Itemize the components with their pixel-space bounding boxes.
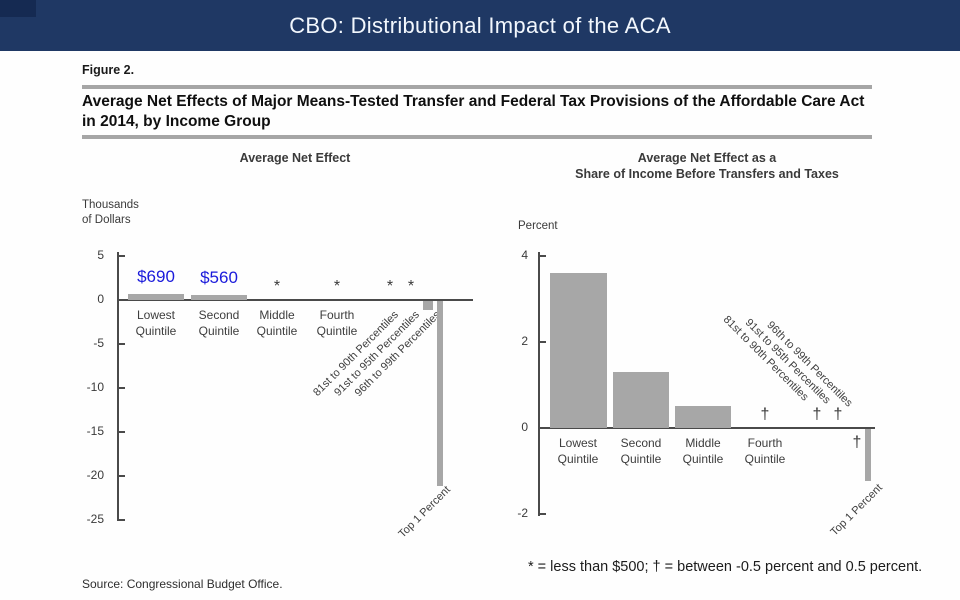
divider-bottom: [82, 135, 872, 139]
bar-middle-quintile: [675, 406, 731, 428]
y-tick-mark: [119, 343, 125, 345]
y-tick-mark: [119, 387, 125, 389]
category-label-middle-quintile: Middle Quintile: [256, 308, 298, 338]
y-tick-mark: [540, 255, 546, 257]
marker-dagger-fourth-quintile: †: [760, 406, 770, 423]
y-tick-mark: [119, 431, 125, 433]
y-tick-label: 5: [97, 248, 104, 262]
category-label-91st-to-95th-percentiles: 91st to 95th Percentiles: [742, 316, 833, 407]
bar-annotation-second-quintile: $560: [200, 268, 238, 287]
chart-title: Average Net Effect as a Share of Income …: [575, 151, 839, 181]
category-label-top-1-percent: Top 1 Percent: [828, 481, 885, 539]
y-tick-label: -5: [93, 336, 104, 350]
y-tick-label: -15: [86, 424, 104, 438]
bar-annotation-lowest-quintile: $690: [137, 267, 175, 286]
zero-line: [539, 427, 875, 429]
corner-accent: [0, 0, 36, 17]
zero-line: [118, 299, 473, 301]
category-label-lowest-quintile: Lowest Quintile: [135, 308, 177, 338]
category-label-middle-quintile: Middle Quintile: [682, 436, 724, 466]
y-tick-mark: [119, 475, 125, 477]
bar-top-1-percent: [437, 301, 443, 486]
category-label-second-quintile: Second Quintile: [620, 436, 662, 466]
marker-dagger-81st-to-90th-percentiles: †: [812, 406, 822, 423]
y-axis-label: Percent: [518, 220, 558, 232]
y-axis-line: [538, 252, 540, 516]
footnote: * = less than $500; † = between -0.5 per…: [528, 559, 923, 575]
y-tick-mark: [540, 513, 546, 515]
y-tick-label: 0: [97, 292, 104, 306]
marker-asterisk-fourth-quintile: *: [333, 278, 341, 295]
category-label-lowest-quintile: Lowest Quintile: [557, 436, 599, 466]
bar-96th-to-99th-percentiles: [423, 301, 433, 310]
y-tick-label: -20: [86, 468, 104, 482]
y-tick-label: -10: [86, 380, 104, 394]
bar-lowest-quintile: [550, 273, 607, 428]
y-tick-label: 2: [521, 334, 528, 348]
figure-title-line2: in 2014, by Income Group: [82, 113, 271, 130]
marker-asterisk-middle-quintile: *: [273, 278, 281, 295]
marker-dagger-96th-to-99th-percentiles: †: [852, 434, 862, 451]
category-label-second-quintile: Second Quintile: [198, 308, 240, 338]
y-tick-label: -2: [517, 506, 528, 520]
header-bar: CBO: Distributional Impact of the ACA: [0, 0, 960, 51]
bar-lowest-quintile: [128, 294, 184, 300]
figure-title-line1: Average Net Effects of Major Means-Teste…: [82, 93, 865, 110]
marker-asterisk-91st-to-95th-percentiles: *: [407, 278, 415, 295]
chart-title: Average Net Effect: [239, 151, 351, 165]
bar-top-1-percent: [865, 429, 871, 481]
figure-label: Figure 2.: [82, 63, 135, 77]
y-axis-line: [117, 252, 119, 521]
category-label-fourth-quintile: Fourth Quintile: [316, 308, 358, 338]
y-axis-label: Thousands of Dollars: [82, 199, 139, 226]
divider-top: [82, 85, 872, 89]
bar-second-quintile: [191, 295, 247, 300]
slide-title: CBO: Distributional Impact of the ACA: [289, 13, 671, 38]
source-note: Source: Congressional Budget Office.: [82, 577, 283, 591]
figure-title: Average Net Effects of Major Means-Teste…: [82, 92, 882, 132]
bar-second-quintile: [613, 372, 669, 428]
y-tick-label: 4: [521, 248, 528, 262]
y-tick-label: -25: [86, 512, 104, 526]
y-tick-mark: [540, 341, 546, 343]
category-label-fourth-quintile: Fourth Quintile: [744, 436, 786, 466]
y-tick-mark: [119, 519, 125, 521]
y-tick-label: 0: [521, 420, 528, 434]
marker-asterisk-81st-to-90th-percentiles: *: [386, 278, 394, 295]
y-tick-mark: [119, 255, 125, 257]
marker-dagger-91st-to-95th-percentiles: †: [833, 406, 843, 423]
